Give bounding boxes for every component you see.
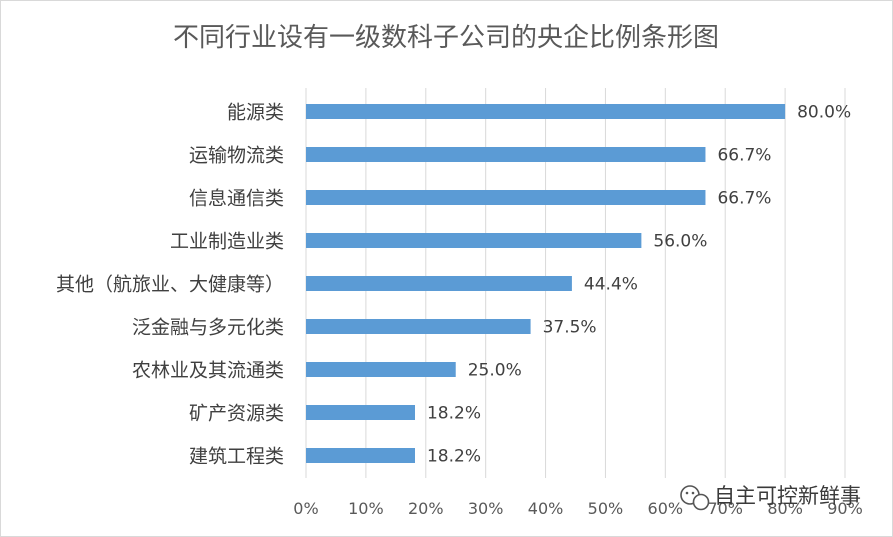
bar (306, 448, 415, 463)
category-label: 其他（航旅业、大健康等） (56, 274, 284, 296)
x-tick-label: 80% (767, 499, 803, 518)
bar (306, 405, 415, 420)
category-label: 信息通信类 (189, 188, 284, 210)
bar (306, 319, 531, 334)
x-tick-label: 60% (648, 499, 684, 518)
chart-title: 不同行业设有一级数科子公司的央企比例条形图 (173, 23, 719, 53)
value-label: 37.5% (543, 318, 597, 338)
value-labels: 80.0% 66.7% 66.7% 56.0% 44.4% 37.5% 25.0% 18.2%… (427, 103, 851, 467)
wechat-icon (680, 485, 710, 511)
category-label: 建筑工程类 (189, 446, 284, 468)
value-label: 56.0% (653, 232, 707, 252)
x-tick-label: 30% (468, 499, 504, 518)
x-tick-label: 20% (408, 499, 444, 518)
bar (306, 190, 706, 205)
category-label: 农林业及其流通类 (132, 360, 284, 382)
x-tick-label: 40% (528, 499, 564, 518)
bar (306, 233, 642, 248)
category-label: 工业制造业类 (170, 231, 284, 253)
value-label: 80.0% (797, 103, 851, 123)
value-label: 18.2% (427, 404, 481, 424)
x-axis-ticks: 0% 10% 20% 30% 40% 50% 60% 70% 80% 90% (293, 499, 862, 518)
x-tick-label: 70% (707, 499, 743, 518)
category-label: 泛金融与多元化类 (132, 317, 284, 339)
bar (306, 362, 456, 377)
watermark: 自主可控新鲜事 (680, 484, 861, 511)
category-label: 运输物流类 (189, 145, 284, 167)
bars (306, 104, 786, 463)
value-label: 44.4% (584, 275, 638, 295)
value-label: 66.7% (717, 146, 771, 166)
category-label: 能源类 (227, 102, 284, 124)
x-tick-label: 10% (348, 499, 384, 518)
category-label: 矿产资源类 (189, 403, 284, 425)
bar (306, 104, 786, 119)
value-label: 66.7% (717, 189, 771, 209)
bar (306, 147, 706, 162)
value-label: 25.0% (468, 361, 522, 381)
x-tick-label: 50% (588, 499, 624, 518)
watermark-text: 自主可控新鲜事 (714, 484, 861, 508)
x-tick-label: 90% (827, 499, 863, 518)
value-label: 18.2% (427, 447, 481, 467)
x-tick-label: 0% (293, 499, 318, 518)
bar (306, 276, 572, 291)
